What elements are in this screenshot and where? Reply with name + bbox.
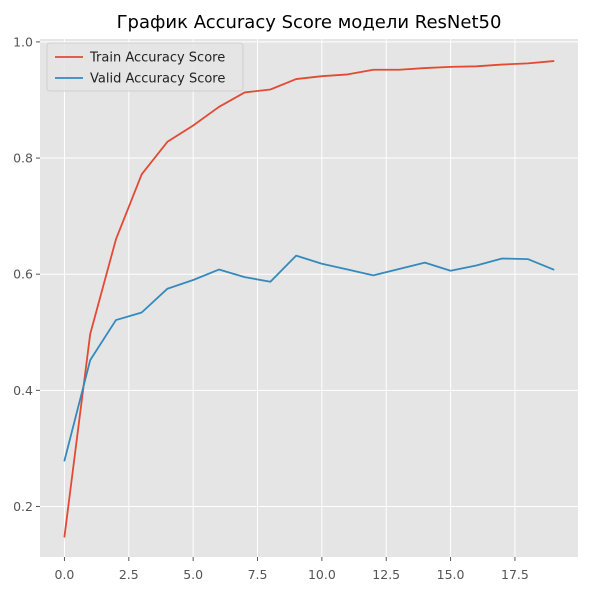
series-line-valid xyxy=(63,254,555,462)
legend-box xyxy=(46,42,244,92)
x-tick-label: 17.5 xyxy=(501,567,529,582)
y-tick-label: 0.8 xyxy=(13,151,33,166)
legend: Train Accuracy Score Valid Accuracy Score xyxy=(46,42,244,92)
series-line-train xyxy=(63,60,555,538)
y-tick-label: 1.0 xyxy=(13,34,33,49)
legend-label: Valid Accuracy Score xyxy=(90,72,225,87)
x-tick-label: 7.5 xyxy=(248,567,268,582)
x-tick-label: 15.0 xyxy=(437,567,465,582)
x-tick-label: 12.5 xyxy=(372,567,400,582)
axis-ticks: 0.0 2.5 5.0 7.5 10.0 12.5 15.0 17.5 0.2 0.4 0.6 0.8… xyxy=(13,34,529,582)
x-tick-label: 5.0 xyxy=(183,567,203,582)
series-lines xyxy=(63,60,555,538)
y-tick-label: 0.6 xyxy=(13,267,33,282)
x-tick-label: 10.0 xyxy=(308,567,336,582)
legend-label: Train Accuracy Score xyxy=(89,51,225,66)
x-tick-label: 2.5 xyxy=(119,567,139,582)
x-tick-label: 0.0 xyxy=(55,567,75,582)
y-tick-label: 0.2 xyxy=(13,499,33,514)
chart-title: График Accuracy Score модели ResNet50 xyxy=(117,12,502,33)
plot-area xyxy=(40,39,578,557)
y-tick-label: 0.4 xyxy=(13,383,33,398)
